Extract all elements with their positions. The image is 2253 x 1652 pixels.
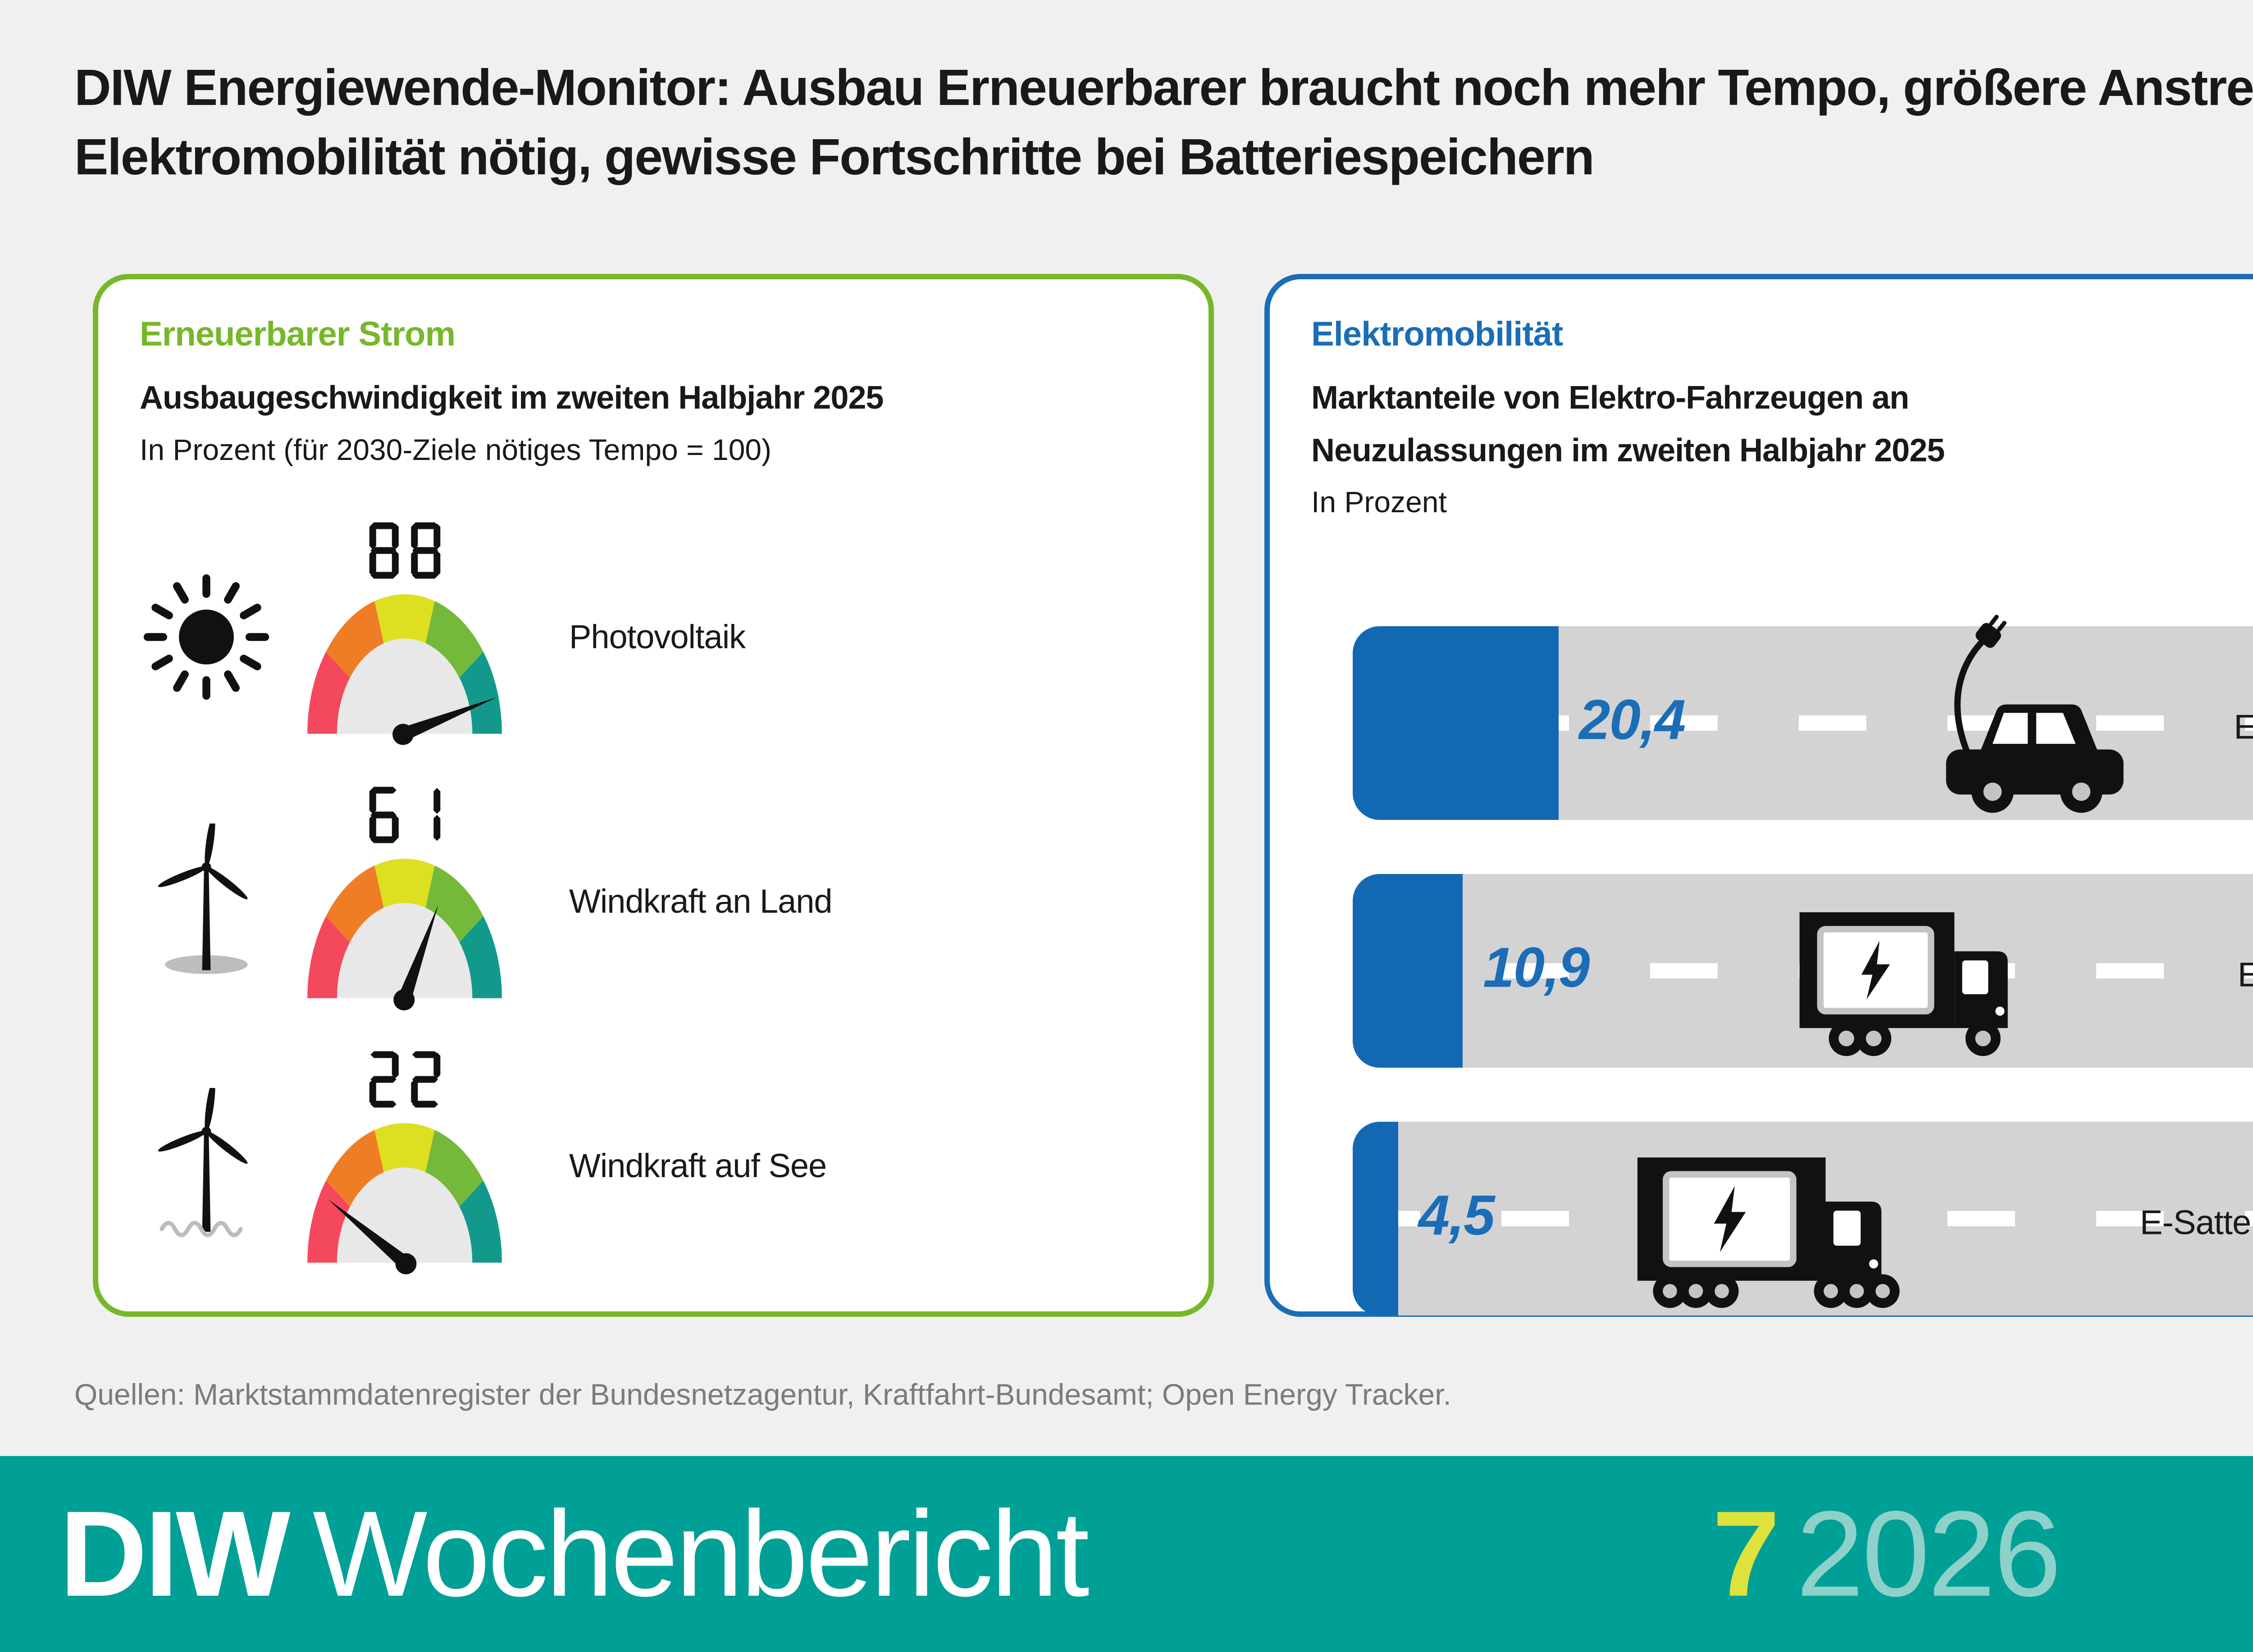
- page-title-line2: Elektromobilität nötig, gewisse Fortschr…: [74, 128, 1595, 185]
- publication-title-rest: Wochenbericht: [312, 1486, 1090, 1622]
- gauge-arc: [307, 1123, 502, 1274]
- gauge-digital-value: [368, 1050, 442, 1109]
- issue-number: 7: [1712, 1486, 1780, 1622]
- offshore-wind-turbine-icon: [125, 1088, 287, 1243]
- gauge-row-windkraft-see: Windkraft auf See: [125, 1033, 1190, 1298]
- subtitle-line2: Neuzulassungen im zweiten Halbjahr 2025: [1311, 432, 1945, 469]
- gauge-label: Windkraft an Land: [569, 883, 833, 920]
- electric-truck-icon: [1794, 901, 2029, 1063]
- issue-year: 2026: [1796, 1486, 2061, 1622]
- bar-e-sattelzuege: 4,5: [1353, 1122, 2253, 1315]
- page-title-line1: DIW Energiewende-Monitor: Ausbau Erneuer…: [74, 59, 2253, 116]
- gauge-row-photovoltaik: Photovoltaik: [125, 505, 1190, 769]
- publication-title: DIW Wochenbericht: [59, 1484, 1090, 1624]
- bar-fill: [1353, 874, 1463, 1068]
- gauge-arc: [307, 594, 502, 745]
- bar-value: 20,4: [1578, 688, 1686, 751]
- gauge-digital-value: [368, 786, 442, 844]
- gauge-needle: [392, 697, 497, 745]
- publication-title-bold: DIW: [59, 1486, 291, 1622]
- panel-emobility-heading: Elektromobilität: [1311, 315, 1563, 353]
- issue-block: 7 2026: [1712, 1484, 2061, 1624]
- bar-label: E-Sattelzüge: [2139, 1203, 2253, 1242]
- page-title: DIW Energiewende-Monitor: Ausbau Erneuer…: [74, 53, 2253, 191]
- bar-fill: [1353, 626, 1559, 820]
- bar-value: 4,5: [1418, 1184, 1495, 1247]
- panel-emobility-subtitle: Marktanteile von Elektro-Fahrzeugen an N…: [1311, 372, 2253, 477]
- gauge-needle: [328, 1199, 417, 1274]
- panel-renewable-electricity: Erneuerbarer Strom Ausbaugeschwindigkeit…: [93, 274, 1214, 1317]
- gauge-photovoltaik: [287, 521, 522, 753]
- sources-text: Quellen: Marktstammdatenregister der Bun…: [74, 1378, 1451, 1411]
- panel-emobility-unit: In Prozent: [1311, 485, 1447, 519]
- gauge-label: Photovoltaik: [569, 618, 746, 655]
- bar-value: 10,9: [1483, 936, 1590, 999]
- gauge-rows: Photovoltaik: [125, 505, 1190, 1298]
- panel-renewables-subtitle: Ausbaugeschwindigkeit im zweiten Halbjah…: [140, 380, 884, 416]
- gauge-needle: [393, 904, 438, 1010]
- panel-electromobility: Elektromobilität Marktanteile von Elektr…: [1264, 274, 2253, 1317]
- bar-e-pkw: 20,4: [1353, 614, 2253, 820]
- gauge-label: Windkraft auf See: [569, 1147, 827, 1184]
- electric-semi-truck-icon: [1632, 1150, 1911, 1312]
- gauge-windkraft-see: [287, 1050, 522, 1282]
- bar-e-lkw: 10,9 E-Lkw: [1353, 874, 2253, 1068]
- bar-label: E-Lkw: [2237, 956, 2253, 994]
- subtitle-line1: Marktanteile von Elektro-Fahrzeugen an: [1311, 380, 1909, 416]
- source-row: Quellen: Marktstammdatenregister der Bun…: [0, 1336, 2253, 1453]
- panel-emobility-header: Elektromobilität Marktanteile von Elektr…: [1311, 314, 2253, 527]
- gauge-row-windkraft-land: Windkraft an Land: [125, 769, 1190, 1033]
- gauge-windkraft-land: [287, 786, 522, 1017]
- electric-car-icon: [1925, 603, 2150, 815]
- gauge-arc: [307, 858, 502, 1010]
- onshore-wind-turbine-icon: [125, 824, 287, 979]
- panel-renewables-unit: In Prozent (für 2030-Ziele nötiges Tempo…: [140, 432, 772, 466]
- panel-renewables-header: Erneuerbarer Strom Ausbaugeschwindigkeit…: [140, 314, 1181, 475]
- sun-icon: [125, 572, 287, 702]
- gauge-digital-value: [368, 521, 442, 580]
- road-bars: 20,4: [1353, 614, 2253, 1370]
- panel-renewables-heading: Erneuerbarer Strom: [140, 315, 456, 353]
- bar-label: E-Pkw: [2234, 708, 2253, 746]
- bar-fill: [1353, 1122, 1398, 1315]
